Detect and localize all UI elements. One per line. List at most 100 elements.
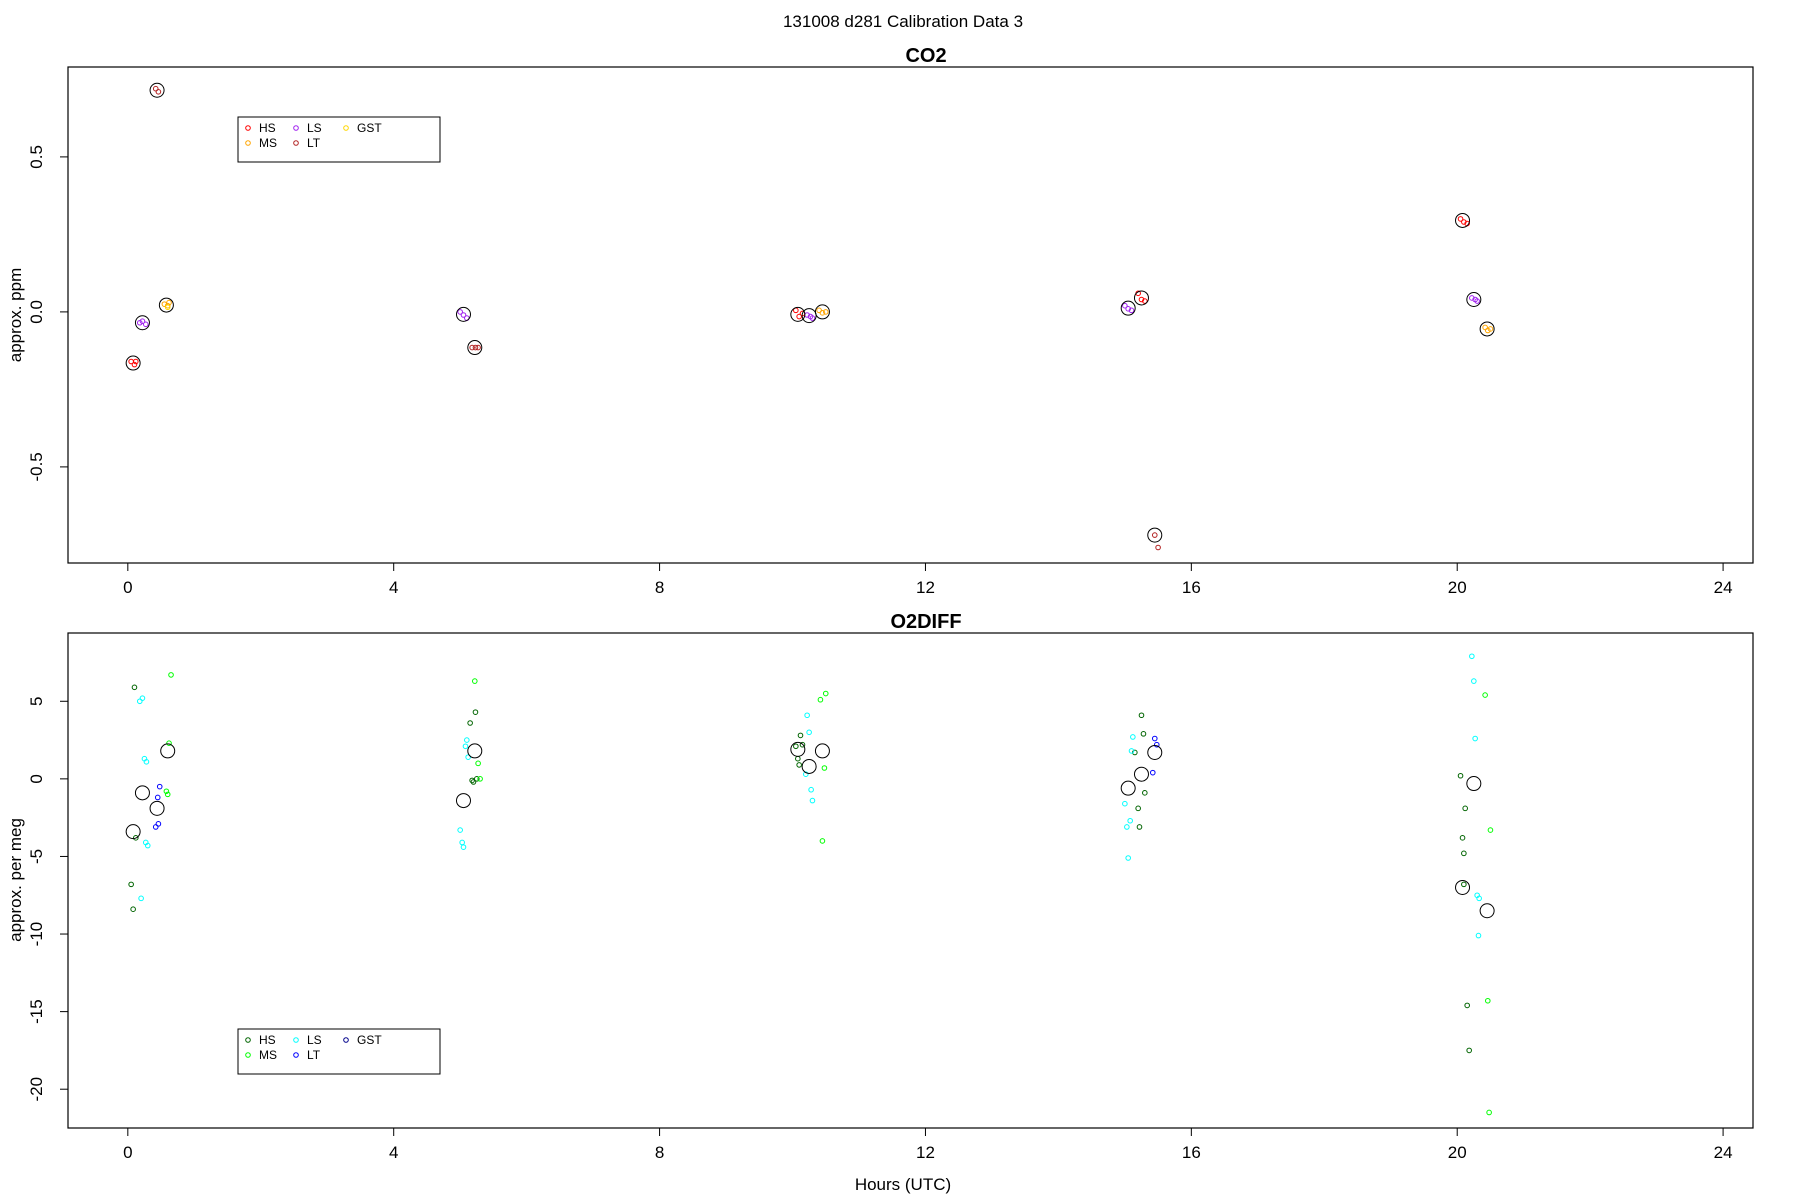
o2diff-legend-marker-lt: [293, 1052, 299, 1058]
o2diff-point-hs: [1136, 824, 1143, 830]
co2-mean-circle: [158, 297, 174, 313]
o2diff-y-tick-label: 0: [27, 774, 46, 783]
o2diff-x-tick-label: 0: [123, 1143, 132, 1162]
co2-point-hs: [1461, 219, 1467, 225]
o2diff-point-ms: [168, 672, 174, 678]
o2diff-mean-circle: [1466, 776, 1482, 792]
co2-y-ticks: -0.5 0.0 0.5: [27, 145, 68, 482]
o2diff-point-ms: [817, 696, 824, 703]
co2-point-hs: [1138, 296, 1145, 303]
co2-point-ls: [1469, 295, 1475, 301]
co2-legend-marker-lt: [293, 140, 299, 146]
o2diff-point-ls: [809, 797, 816, 804]
co2-y-axis-label: approx. ppm: [6, 268, 25, 363]
o2diff-y-tick-label: -10: [27, 922, 46, 947]
o2diff-legend-label-hs: HS: [259, 1033, 276, 1047]
o2diff-point-ls: [1475, 932, 1482, 939]
co2-point-ms: [819, 310, 826, 316]
o2diff-mean-circle: [134, 785, 150, 801]
o2diff-point-hs: [130, 906, 136, 913]
o2diff-point-hs: [799, 741, 806, 748]
co2-x-tick-label: 16: [1182, 578, 1201, 597]
co2-mean-circle: [814, 304, 830, 320]
o2diff-point-ms: [164, 791, 171, 798]
co2-y-tick-label: -0.5: [27, 452, 46, 481]
o2diff-point-ms: [1486, 1109, 1492, 1116]
o2diff-point-hs: [797, 732, 804, 739]
o2diff-point-ls: [457, 827, 463, 833]
co2-point-ls: [460, 312, 467, 318]
co2-mean-circle: [1120, 300, 1136, 316]
o2diff-point-hs: [467, 720, 473, 726]
co2-point-ls: [139, 318, 146, 325]
co2-plot-frame: [67, 66, 1754, 564]
o2diff-point-ls: [1125, 855, 1131, 861]
co2-point-hs: [132, 358, 139, 365]
o2diff-mean-circle: [149, 800, 165, 816]
o2diff-point-ls: [144, 842, 151, 849]
o2diff-point-ls: [143, 758, 150, 765]
co2-point-hs: [1457, 216, 1464, 222]
co2-point-ms: [822, 309, 829, 315]
co2-point-lt: [472, 344, 479, 351]
o2diff-point-hs: [1464, 1002, 1470, 1009]
co2-legend-marker-gst: [343, 125, 349, 131]
o2diff-point-ls: [1124, 824, 1130, 830]
co2-x-tick-label: 0: [123, 578, 132, 597]
o2diff-point-ms: [471, 678, 478, 684]
o2diff-y-tick-label: -15: [27, 999, 46, 1024]
co2-point-ls: [1128, 307, 1135, 314]
o2diff-point-ls: [1472, 735, 1478, 742]
o2diff-point-hs: [469, 777, 475, 784]
o2diff-point-ls: [804, 712, 810, 719]
co2-legend-label-lt: LT: [307, 136, 321, 150]
o2diff-point-ls: [459, 839, 465, 846]
o2diff-panel-title: O2DIFF: [890, 611, 961, 633]
co2-mean-circles: [125, 82, 1495, 543]
o2diff-point-hs: [1132, 749, 1138, 756]
co2-point-hs: [796, 313, 802, 320]
o2diff-point-ms: [1487, 827, 1494, 833]
o2diff-legend-box: [237, 1028, 441, 1075]
co2-legend-label-hs: HS: [259, 121, 276, 135]
o2diff-point-ls: [808, 786, 814, 793]
co2-mean-circle: [1147, 527, 1163, 543]
co2-point-ls: [1122, 302, 1128, 309]
o2diff-point-hs: [1138, 712, 1145, 719]
co2-y-tick-label: 0.0: [27, 300, 46, 324]
o2diff-y-tick-label: 5: [27, 697, 46, 706]
figure-title: 131008 d281 Calibration Data 3: [783, 12, 1023, 31]
x-axis-label: Hours (UTC): [855, 1175, 951, 1194]
o2diff-point-ls: [1469, 653, 1475, 660]
co2-mean-circle: [149, 82, 165, 98]
co2-legend-box: [237, 116, 441, 163]
o2diff-x-tick-label: 24: [1714, 1143, 1733, 1162]
co2-point-gst: [164, 304, 171, 311]
o2diff-mean-circle: [1479, 903, 1495, 919]
co2-point-lt: [469, 344, 475, 351]
o2diff-mean-circle: [1147, 744, 1163, 760]
o2diff-mean-circle: [125, 824, 141, 840]
co2-legend-marker-hs: [245, 125, 251, 131]
o2diff-point-lt: [155, 821, 162, 827]
o2diff-point-hs: [1461, 850, 1467, 857]
o2diff-legend-label-lt: LT: [307, 1048, 321, 1062]
co2-point-ms: [161, 301, 168, 307]
co2-point-lt: [155, 89, 162, 95]
co2-legend-marker-ls: [293, 125, 299, 131]
o2diff-point-hs: [1466, 1047, 1472, 1054]
o2diff-mean-circle: [790, 741, 806, 757]
o2diff-point-hs: [473, 776, 480, 782]
o2diff-point-lt: [156, 783, 163, 790]
o2diff-point-lt: [1151, 735, 1158, 742]
o2diff-plot-frame: [67, 632, 1754, 1129]
o2diff-mean-circle: [455, 793, 471, 809]
co2-panel-title: CO2: [905, 45, 946, 67]
o2diff-point-ls: [803, 771, 809, 778]
co2-point-lt: [1155, 544, 1161, 551]
o2diff-point-hs: [1457, 772, 1464, 779]
o2diff-points: [128, 653, 1494, 1116]
o2diff-point-ms: [163, 788, 170, 795]
o2diff-x-tick-label: 8: [655, 1143, 664, 1162]
